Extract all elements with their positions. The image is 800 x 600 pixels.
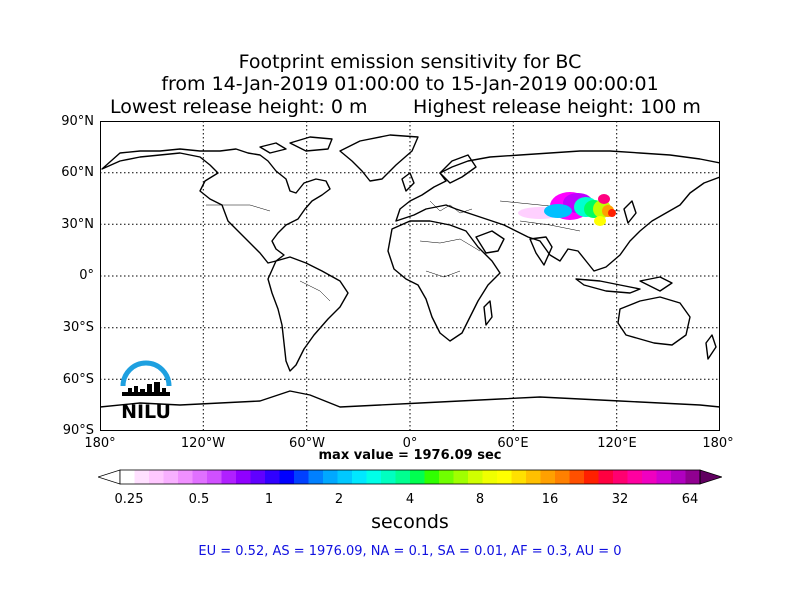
lon-label-60e: 60°E: [497, 436, 529, 451]
colorbar-units: seconds: [371, 511, 449, 533]
lat-label-90n: 90°N: [61, 114, 94, 129]
colorbar-cell: [381, 470, 396, 484]
highest-release-height: Highest release height: 100 m: [413, 96, 701, 118]
colorbar-cell: [308, 470, 324, 484]
colorbar-cell: [352, 470, 367, 484]
colorbar-cell: [627, 470, 643, 484]
lat-label-60n: 60°N: [61, 165, 94, 180]
colorbar-tick-2: 2: [334, 492, 344, 507]
colorbar-cell: [120, 470, 135, 484]
colorbar-cell: [395, 470, 411, 484]
colorbar-extend-high: [699, 469, 722, 485]
title-line-1: Footprint emission sensitivity for BC: [238, 51, 582, 73]
map-grid: [100, 121, 720, 431]
lat-label-30s: 30°S: [62, 320, 94, 335]
colorbar-cell: [569, 470, 585, 484]
colorbar-tick-0.25: 0.25: [114, 492, 144, 507]
colorbar-cell: [134, 470, 150, 484]
colorbar-cell: [439, 470, 454, 484]
coastlines: [100, 134, 720, 408]
colorbar-cell: [424, 470, 440, 484]
colorbar-cell: [294, 470, 309, 484]
world-map: [100, 121, 720, 431]
colorbar-tick-16: 16: [541, 492, 559, 507]
colorbar-cell: [613, 470, 628, 484]
colorbar-cell: [192, 470, 208, 484]
lon-label-120w: 120°W: [180, 436, 226, 451]
colorbar-cell: [366, 470, 382, 484]
colorbar-cell: [482, 470, 498, 484]
colorbar: [98, 469, 722, 485]
colorbar-cell: [598, 470, 614, 484]
lat-label-90s: 90°S: [62, 423, 94, 438]
colorbar-cell: [584, 470, 599, 484]
colorbar-cell: [526, 470, 541, 484]
region-values: EU = 0.52, AS = 1976.09, NA = 0.1, SA = …: [198, 544, 622, 559]
lon-label-0: 0°: [402, 436, 418, 451]
colorbar-border: [119, 469, 701, 485]
colorbar-cell: [236, 470, 251, 484]
colorbar-cell: [642, 470, 657, 484]
colorbar-cell: [207, 470, 222, 484]
colorbar-tick-4: 4: [405, 492, 415, 507]
map-frame: [100, 121, 720, 431]
colorbar-tick-32: 32: [611, 492, 629, 507]
plume: [518, 192, 616, 226]
colorbar-cell: [468, 470, 483, 484]
colorbar-cell: [511, 470, 527, 484]
colorbar-cell: [250, 470, 266, 484]
colorbar-cell: [685, 470, 701, 484]
colorbar-tick-64: 64: [681, 492, 699, 507]
colorbar-tick-8: 8: [475, 492, 485, 507]
nilu-logo-text: NILU: [121, 401, 171, 422]
lat-label-60s: 60°S: [62, 372, 94, 387]
colorbar-cell: [540, 470, 556, 484]
colorbar-cell: [337, 470, 353, 484]
lon-label-120e: 120°E: [597, 436, 637, 451]
lon-label-60w: 60°W: [289, 436, 325, 451]
max-value: max value = 1976.09 sec: [318, 448, 502, 463]
lowest-release-height: Lowest release height: 0 m: [110, 96, 368, 118]
colorbar-cell: [410, 470, 425, 484]
colorbar-cell: [178, 470, 193, 484]
colorbar-cell: [323, 470, 338, 484]
colorbar-cell: [656, 470, 672, 484]
colorbar-tick-1: 1: [264, 492, 274, 507]
lat-label-0: 0°: [79, 268, 94, 283]
colorbar-cell: [163, 470, 179, 484]
colorbar-cell: [221, 470, 237, 484]
colorbar-cell: [279, 470, 295, 484]
colorbar-cell: [671, 470, 686, 484]
lat-label-30n: 30°N: [61, 217, 94, 232]
lon-label-180w: 180°: [84, 436, 116, 451]
nilu-logo: NILU: [120, 360, 172, 422]
colorbar-tick-0.5: 0.5: [188, 492, 210, 507]
colorbar-cell: [149, 470, 164, 484]
colorbar-cell: [555, 470, 570, 484]
lon-label-180e: 180°: [702, 436, 734, 451]
title-line-2: from 14-Jan-2019 01:00:00 to 15-Jan-2019…: [161, 73, 659, 95]
colorbar-cell: [453, 470, 469, 484]
colorbar-cell: [497, 470, 512, 484]
colorbar-extend-low: [98, 469, 121, 485]
colorbar-cell: [265, 470, 280, 484]
